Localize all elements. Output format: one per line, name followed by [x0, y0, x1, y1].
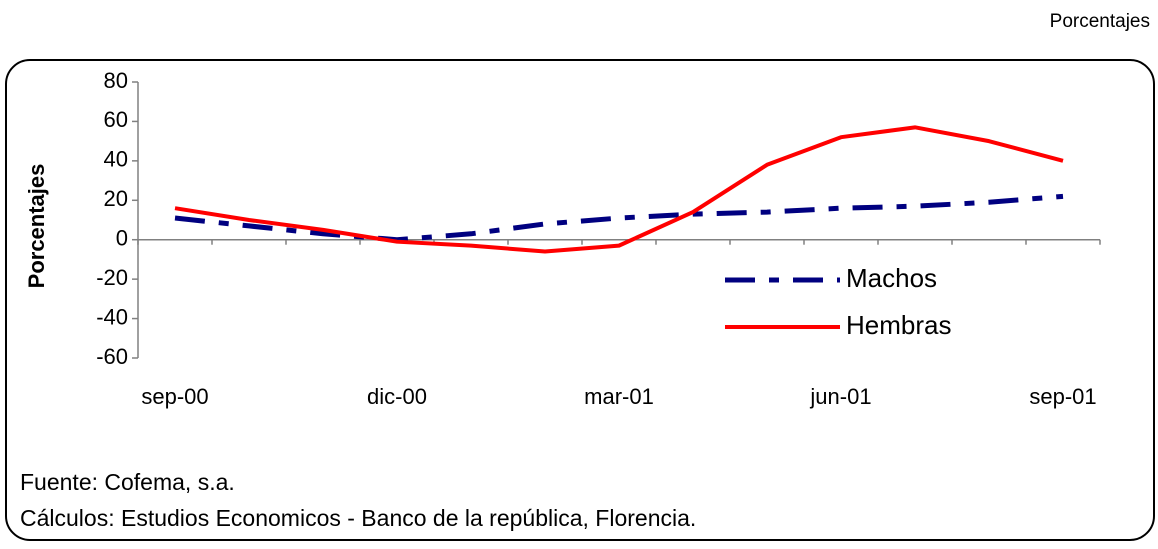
y-tick-label: -40 — [96, 304, 128, 329]
source: Fuente: Cofema, s.a. — [20, 469, 235, 495]
y-tick-label: 80 — [104, 68, 128, 93]
legend-label: Hembras — [846, 310, 951, 340]
series-line — [174, 125, 1064, 254]
y-tick-label: -20 — [96, 265, 128, 290]
note: Cálculos: Estudios Economicos - Banco de… — [20, 505, 696, 531]
y-tick-label: 60 — [104, 107, 128, 132]
y-tick-label: 20 — [104, 186, 128, 211]
y-tick-label: -60 — [96, 344, 128, 369]
y-tick-label: 40 — [104, 147, 128, 172]
x-tick-label: jun-01 — [809, 384, 871, 409]
unit-label: Porcentajes — [1050, 11, 1150, 32]
y-axis-label: Porcentajes — [24, 164, 49, 289]
x-tick-label: sep-00 — [141, 384, 208, 409]
x-tick-label: mar-01 — [584, 384, 654, 409]
series-line — [174, 193, 1064, 243]
x-tick-label: sep-01 — [1029, 384, 1096, 409]
legend-label: Machos — [846, 263, 937, 293]
frame — [5, 59, 1155, 541]
y-tick-label: 0 — [116, 226, 128, 251]
x-tick-label: dic-00 — [367, 384, 427, 409]
